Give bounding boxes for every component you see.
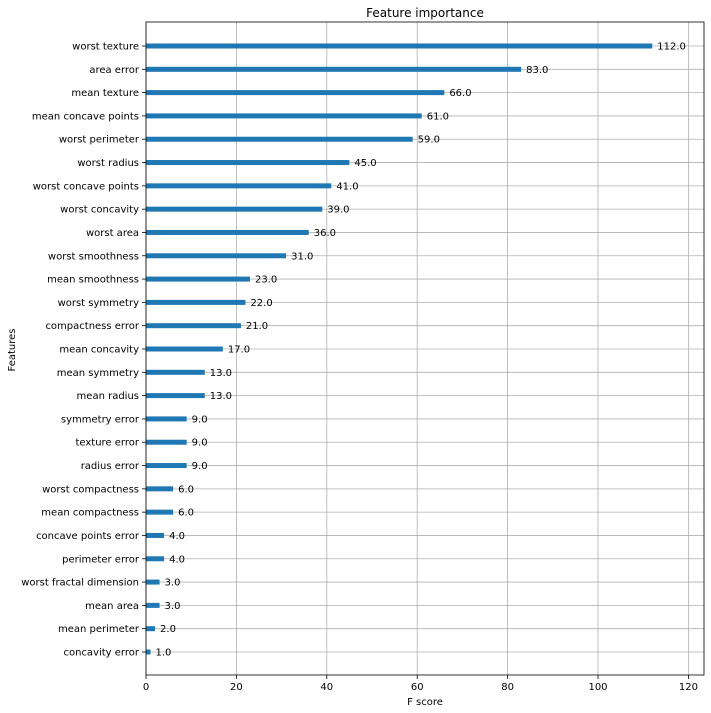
bars [146,43,653,655]
y-tick-label: mean perimeter [58,624,140,635]
bar [146,509,174,515]
value-label: 9.0 [192,414,208,425]
bar [146,43,653,49]
bar [146,602,160,608]
bar [146,463,187,469]
y-tick-label: compactness error [45,321,139,332]
y-tick-label: mean texture [71,88,139,99]
value-label: 31.0 [291,251,313,262]
value-label: 61.0 [427,111,449,122]
y-tick-label: texture error [75,438,139,449]
value-label: 6.0 [178,508,194,519]
bar [146,393,205,399]
y-tick-label: symmetry error [61,414,140,425]
value-label: 45.0 [354,158,376,169]
value-label: 4.0 [169,531,185,542]
bar [146,66,522,72]
plot-frame [145,21,705,676]
bar [146,229,309,235]
value-label: 21.0 [246,321,268,332]
bar [146,532,165,538]
value-label: 39.0 [327,205,349,216]
y-axis-label: Features [7,329,18,372]
y-tick-label: worst concavity [60,205,139,216]
value-label: 112.0 [657,42,686,53]
y-tick-label: area error [89,65,140,76]
bar [146,253,287,259]
bar [146,556,165,562]
bar [146,136,413,142]
y-tick-label: worst area [86,228,139,239]
value-label: 3.0 [165,601,181,612]
y-tick-label: worst compactness [42,484,139,495]
x-tick-label: 80 [501,682,514,693]
bar [146,113,422,119]
value-label: 83.0 [526,65,548,76]
value-label: 13.0 [210,368,232,379]
value-label: 9.0 [192,461,208,472]
value-label: 59.0 [418,135,440,146]
bar [146,649,151,655]
value-label: 41.0 [336,181,358,192]
y-tick-label: mean radius [77,391,139,402]
x-tick-label: 120 [679,682,698,693]
bar [146,160,350,166]
y-tick-label: worst texture [72,42,139,53]
bar [146,90,445,96]
value-label: 23.0 [255,275,277,286]
y-tick-label: concavity error [63,648,139,659]
y-axis-ticks: worst texture area error mean texture mean … [21,42,146,659]
y-tick-label: mean symmetry [57,368,139,379]
bar [146,183,332,189]
bar [146,579,160,585]
y-tick-label: mean concavity [59,345,139,356]
y-tick-label: worst fractal dimension [21,578,139,589]
x-axis-label: F score [407,697,443,708]
bar [146,416,187,422]
value-label: 66.0 [449,88,471,99]
y-tick-label: mean smoothness [47,275,139,286]
y-tick-label: perimeter error [62,554,140,565]
value-label: 36.0 [314,228,336,239]
bar [146,323,241,329]
bar [146,206,323,212]
x-tick-label: 100 [588,682,607,693]
bar [146,276,250,282]
x-tick-label: 0 [143,682,149,693]
x-tick-label: 60 [411,682,424,693]
bar [146,299,246,305]
value-label: 6.0 [178,484,194,495]
value-label: 13.0 [210,391,232,402]
value-label: 3.0 [165,578,181,589]
bar [146,439,187,445]
y-tick-label: worst symmetry [58,298,140,309]
y-tick-label: worst smoothness [48,251,139,262]
y-tick-label: mean concave points [32,111,139,122]
x-tick-label: 40 [320,682,333,693]
y-tick-label: concave points error [36,531,140,542]
value-label: 22.0 [250,298,272,309]
y-tick-label: worst radius [77,158,139,169]
y-tick-label: radius error [81,461,140,472]
value-label: 17.0 [228,345,250,356]
x-tick-label: 20 [230,682,243,693]
x-axis-ticks: 0 20 40 60 80 100 120 [143,675,698,693]
value-label: 4.0 [169,554,185,565]
y-tick-label: worst perimeter [59,135,140,146]
value-label: 9.0 [192,438,208,449]
bar [146,369,205,375]
bar [146,486,174,492]
y-tick-label: mean area [85,601,139,612]
value-label: 2.0 [160,624,176,635]
bar [146,626,156,632]
value-labels: 112.0 83.0 66.0 61.0 59.0 45.0 41.0 39.0 36.0 31.… [156,42,686,659]
value-label: 1.0 [156,648,172,659]
y-tick-label: worst concave points [33,181,139,192]
y-tick-label: mean compactness [41,508,139,519]
bar [146,346,223,352]
chart-title: Feature importance [366,6,484,20]
